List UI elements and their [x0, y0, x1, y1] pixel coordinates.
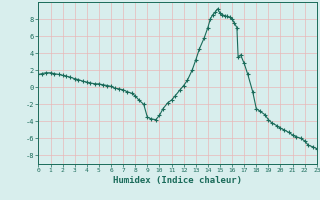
- X-axis label: Humidex (Indice chaleur): Humidex (Indice chaleur): [113, 176, 242, 185]
